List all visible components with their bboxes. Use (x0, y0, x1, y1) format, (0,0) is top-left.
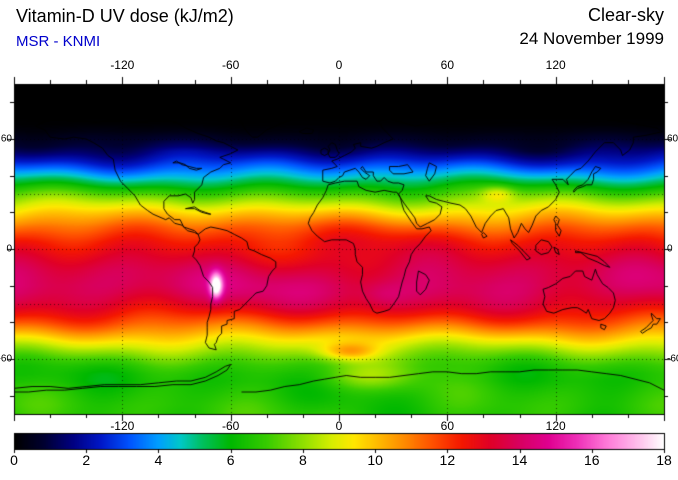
condition-label: Clear-sky (587, 5, 664, 25)
colorbar-tick-label: 6 (226, 452, 235, 468)
lon-tick-label-top: -120 (110, 58, 135, 72)
lon-tick-label-bottom: -60 (221, 419, 240, 433)
lon-tick-label-top: 0 (335, 58, 343, 72)
colorbar-tick-label: 18 (656, 452, 672, 468)
colorbar-tick-label: 16 (583, 452, 600, 468)
colorbar-tick-label: 0 (10, 452, 18, 468)
lat-tick-label-left: 0 (6, 243, 12, 255)
colorbar-tick-label: 8 (298, 452, 307, 468)
lon-tick-label-bottom: 0 (335, 419, 343, 433)
colorbar-tick-label: 12 (439, 452, 456, 468)
source-label: MSR - KNMI (16, 33, 101, 50)
lat-tick-label-right: 60 (667, 133, 678, 145)
lat-tick-label-right: -60 (667, 353, 678, 365)
lat-tick-label-left: -60 (0, 353, 12, 365)
colorbar-tick-label: 2 (82, 452, 91, 468)
lon-tick-label-top: 120 (545, 58, 566, 72)
colorbar-tick-label: 14 (511, 452, 528, 468)
lon-tick-label-bottom: 120 (545, 419, 566, 433)
lon-tick-label-bottom: 60 (440, 419, 455, 433)
lat-tick-label-right: 0 (667, 243, 673, 255)
lon-tick-label-top: -60 (221, 58, 240, 72)
colorbar-tick-label: 4 (154, 452, 163, 468)
lat-tick-label-left: 60 (0, 133, 12, 145)
colorbar-tick-label: 10 (367, 452, 383, 468)
lon-tick-label-top: 60 (440, 58, 455, 72)
date-label: 24 November 1999 (519, 29, 664, 48)
lon-tick-label-bottom: -120 (110, 419, 135, 433)
figure-title: Vitamin-D UV dose (kJ/m2) (16, 6, 234, 26)
